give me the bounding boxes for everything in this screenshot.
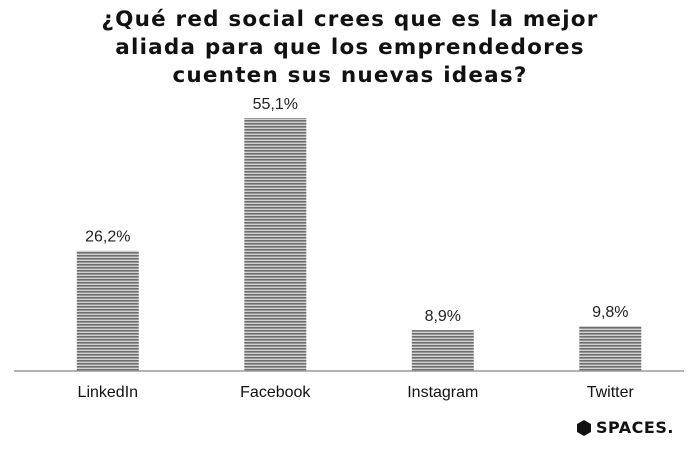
chart-title: ¿Qué red social crees que es la mejor al… [0, 6, 700, 90]
bar-instagram [411, 330, 474, 371]
value-label-instagram: 8,9% [425, 308, 461, 325]
value-label-twitter: 9,8% [592, 304, 628, 321]
brand-name: SPACES. [596, 418, 674, 437]
chart-title-line-2: aliada para que los emprendedores [115, 35, 585, 60]
category-label-linkedin: LinkedIn [78, 384, 139, 401]
bar-twitter [579, 326, 642, 371]
bar-facebook [244, 118, 307, 371]
bar-linkedin [76, 250, 139, 371]
category-label-instagram: Instagram [407, 384, 478, 401]
brand-logo: SPACES. [577, 418, 674, 437]
chart-title-line-3: cuenten sus nuevas ideas? [172, 63, 528, 88]
value-label-facebook: 55,1% [253, 96, 298, 113]
hexagon-icon [577, 419, 591, 436]
category-label-twitter: Twitter [587, 384, 635, 401]
category-label-facebook: Facebook [240, 384, 311, 401]
bars-group: 26,2% LinkedIn 55,1% Facebook 8,9% Instagram 9… [76, 96, 642, 401]
chart-title-line-1: ¿Qué red social crees que es la mejor [101, 7, 599, 32]
value-label-linkedin: 26,2% [85, 229, 130, 246]
